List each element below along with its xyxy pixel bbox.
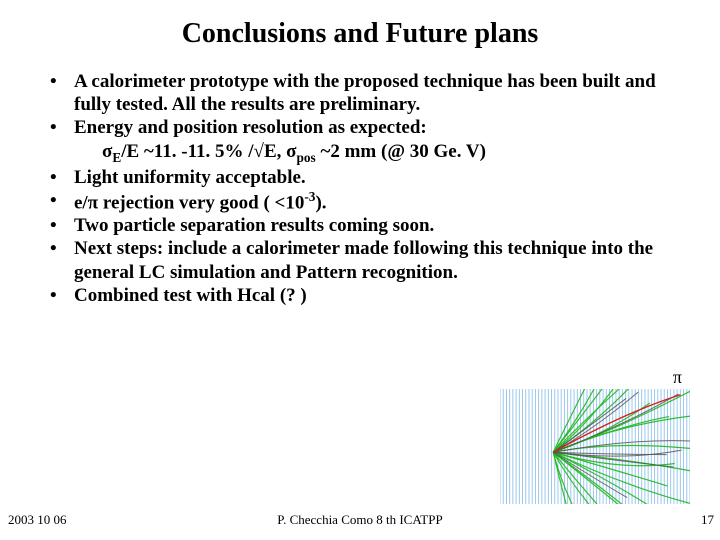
- footer-date: 2003 10 06: [8, 512, 67, 528]
- slide-title: Conclusions and Future plans: [30, 18, 690, 50]
- bullet-2-text: Energy and position resolution as expect…: [74, 117, 427, 138]
- bullet-list: A calorimeter prototype with the propose…: [30, 70, 690, 307]
- footer-page-number: 17: [701, 512, 714, 528]
- bullet-5: Two particle separation results coming s…: [46, 214, 690, 237]
- bullet-2: Energy and position resolution as expect…: [46, 116, 690, 165]
- bullet-2-formula: σE/E ~11. -11. 5% /√E, σpos ~2 mm (@ 30 …: [74, 140, 690, 166]
- bullet-6: Next steps: include a calorimeter made f…: [46, 237, 690, 283]
- bullet-3: Light uniformity acceptable.: [46, 166, 690, 189]
- pi-label: π: [673, 367, 682, 388]
- bullet-4: e/π rejection very good ( <10-3).: [46, 189, 690, 215]
- bullet-7: Combined test with Hcal (? ): [46, 284, 690, 307]
- footer-author: P. Checchia Como 8 th ICATPP: [277, 512, 442, 528]
- event-display-figure: [500, 389, 690, 504]
- bullet-1: A calorimeter prototype with the propose…: [46, 70, 690, 116]
